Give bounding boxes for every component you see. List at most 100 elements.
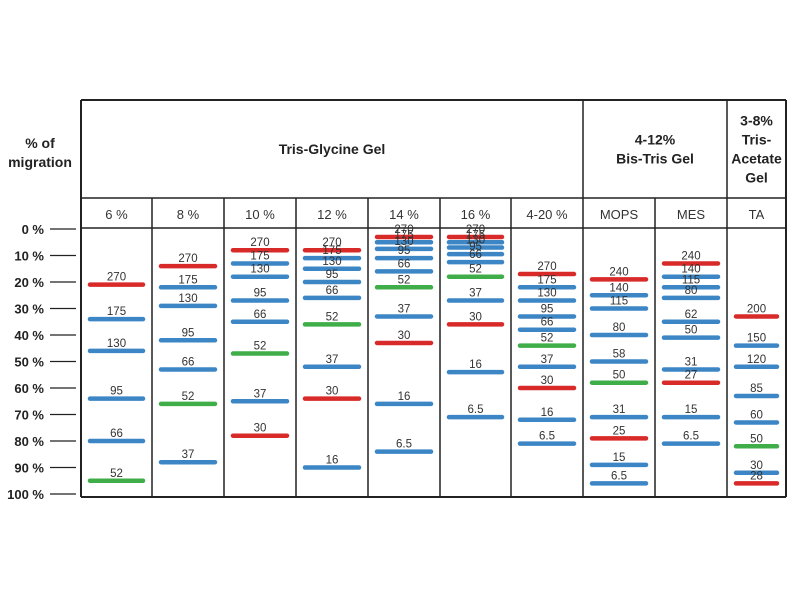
band-label: 52	[398, 274, 411, 286]
group-header-tris-acetate: Tris-	[742, 132, 772, 148]
band-label: 270	[250, 237, 269, 249]
column-label: 4-20 %	[526, 207, 568, 222]
band-label: 6.5	[396, 439, 412, 451]
band-label: 80	[613, 322, 626, 334]
band-label: 115	[682, 274, 700, 286]
column-labels: 6 % 8 % 10 % 12 % 14 % 16 % 4-20 % MOPS MES TA	[105, 207, 764, 222]
band-label: 28	[750, 470, 763, 482]
y-tick-label: 60 %	[14, 381, 44, 396]
band-label: 120	[747, 354, 766, 366]
band-label: 175	[322, 245, 341, 257]
band-label: 66	[110, 428, 123, 440]
y-tick-label: 20 %	[14, 275, 44, 290]
band-label: 80	[685, 285, 698, 297]
band-label: 37	[326, 354, 339, 366]
band-label: 130	[178, 293, 197, 305]
band-label: 15	[685, 404, 698, 416]
band-label: 6.5	[539, 431, 555, 443]
band-label: 95	[541, 303, 554, 315]
column-label: 12 %	[317, 207, 347, 222]
band-label: 95	[254, 288, 267, 300]
band-label: 50	[750, 433, 763, 445]
band-label: 52	[182, 391, 195, 403]
band-label: 16	[541, 407, 554, 419]
column-label: 10 %	[245, 207, 275, 222]
band-label: 95	[182, 327, 195, 339]
band-label: 66	[469, 249, 482, 261]
group-header-tris-acetate: Gel	[745, 170, 768, 186]
band-label: 30	[541, 375, 554, 387]
band-label: 240	[609, 266, 628, 278]
band-label: 16	[469, 359, 482, 371]
band-label: 50	[685, 325, 698, 337]
y-tick-label: 40 %	[14, 328, 44, 343]
band-label: 58	[613, 349, 626, 361]
band-label: 52	[110, 468, 123, 480]
band-label: 200	[747, 303, 766, 315]
column-label: 14 %	[389, 207, 419, 222]
band-label: 6.5	[468, 404, 484, 416]
column-label: MOPS	[600, 207, 639, 222]
bands-layer: 2701751309566522701751309566523727017513…	[87, 224, 780, 486]
band-label: 30	[326, 386, 339, 398]
band-label: 175	[394, 229, 413, 241]
band-label: 175	[178, 274, 197, 286]
band-label: 140	[609, 282, 628, 294]
band-label: 37	[182, 449, 195, 461]
band-label: 6.5	[611, 470, 627, 482]
y-tick-label: 10 %	[14, 249, 44, 264]
band-label: 95	[326, 269, 339, 281]
band-label: 66	[398, 258, 411, 270]
band-label: 95	[398, 245, 411, 257]
band-label: 150	[747, 333, 766, 345]
band-label: 66	[326, 285, 339, 297]
band-label: 130	[537, 288, 556, 300]
y-axis-title: % of migration	[8, 135, 72, 170]
band-label: 130	[394, 236, 413, 248]
group-header-tris-acetate: Acetate	[731, 151, 782, 167]
band-label: 66	[541, 317, 554, 329]
y-axis: 0 % 10 % 20 % 30 % 40 % 50 % 60 % 70 % 80 % 90 % 1…	[7, 222, 76, 502]
band-label: 37	[541, 354, 554, 366]
band-label: 30	[398, 330, 411, 342]
band-label: 27	[685, 370, 698, 382]
band-label: 15	[613, 452, 626, 464]
band-label: 52	[469, 264, 482, 276]
band-label: 270	[178, 253, 197, 265]
band-label: 37	[398, 303, 411, 315]
band-label: 30	[469, 311, 482, 323]
band-label: 6.5	[683, 431, 699, 443]
band-label: 85	[750, 383, 763, 395]
group-headers: Tris-Glycine Gel 4-12% Bis-Tris Gel 3-8% Tri…	[279, 113, 782, 186]
column-label: 8 %	[177, 207, 200, 222]
y-tick-label: 70 %	[14, 408, 44, 423]
band-label: 30	[254, 423, 267, 435]
band-label: 130	[250, 264, 269, 276]
band-label: 270	[107, 272, 126, 284]
group-header-bis-tris: Bis-Tris Gel	[616, 151, 694, 167]
y-tick-label: 80 %	[14, 434, 44, 449]
y-tick-label: 30 %	[14, 302, 44, 317]
band-label: 66	[182, 356, 195, 368]
band-label: 25	[613, 425, 626, 437]
band-label: 270	[537, 261, 556, 273]
y-axis-title-line1: % of	[25, 135, 55, 151]
band-label: 140	[681, 264, 700, 276]
band-label: 52	[254, 341, 267, 353]
band-label: 16	[326, 455, 339, 467]
column-label: 16 %	[461, 207, 491, 222]
band-label: 175	[250, 250, 269, 262]
band-label: 130	[466, 235, 485, 247]
band-label: 95	[110, 386, 123, 398]
band-label: 130	[322, 256, 341, 268]
band-label: 66	[254, 309, 267, 321]
band-label: 115	[610, 296, 628, 308]
band-label: 31	[685, 356, 698, 368]
band-label: 240	[681, 250, 700, 262]
band-label: 270	[394, 224, 413, 236]
band-label: 60	[750, 409, 763, 421]
band-label: 30	[750, 460, 763, 472]
group-header-bis-tris: 4-12%	[635, 132, 676, 148]
band-label: 95	[469, 241, 482, 253]
